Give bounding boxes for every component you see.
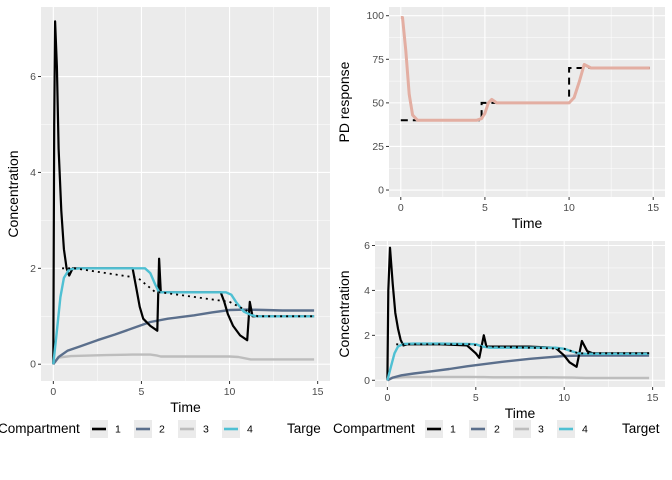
x-tick-label: 15 — [312, 386, 324, 398]
x-axis-title: Time — [170, 399, 201, 415]
y-tick-label: 100 — [366, 10, 384, 22]
legend-title-target: Target — [622, 421, 660, 436]
panel-series — [52, 20, 315, 365]
series-line-compartment-3 — [52, 353, 315, 365]
legend-label: 3 — [538, 424, 544, 436]
y-tick-label: 50 — [372, 97, 384, 109]
y-tick-label: 4 — [30, 167, 36, 179]
legend-label: 4 — [247, 424, 253, 436]
legend-title: Compartment — [333, 421, 415, 436]
panel-top-right: 0 5 10 15 0 25 50 75 100 Time PD response — [336, 7, 665, 231]
y-tick-label: 0 — [364, 375, 370, 387]
y-tick-label: 6 — [30, 71, 36, 83]
series-line-compartment-1 — [52, 20, 315, 365]
panel-left: 0 5 10 15 0 2 4 6 Time Concentration — [5, 7, 330, 415]
series-line-compartment-1 — [386, 246, 650, 381]
legend-label: 3 — [203, 424, 209, 436]
y-tick-label: 2 — [30, 263, 36, 275]
x-tick-label: 10 — [558, 392, 570, 404]
x-tick-label: 5 — [473, 392, 479, 404]
panel-series — [386, 246, 650, 382]
legend-label: 2 — [159, 424, 165, 436]
y-tick-label: 6 — [364, 240, 370, 252]
y-tick-label: 0 — [378, 185, 384, 197]
panel-bottom-right: 0 5 10 15 0 2 4 6 Time Concentration — [336, 240, 665, 421]
y-tick-label: 2 — [364, 330, 370, 342]
y-axis-title: Concentration — [5, 150, 21, 237]
series-line-compartment-2 — [52, 308, 315, 365]
series-line-compartment-3 — [386, 375, 650, 382]
y-axis-title: PD response — [336, 61, 352, 142]
legend-label: 4 — [582, 424, 588, 436]
y-tick-label: 0 — [30, 359, 36, 371]
y-tick-label: 25 — [372, 141, 384, 153]
target-line — [396, 343, 650, 355]
target-line — [400, 67, 650, 122]
legend-title-target: Targe — [287, 421, 321, 436]
series-line-pd-response — [400, 16, 650, 122]
x-tick-label: 0 — [398, 202, 404, 214]
panel-series — [400, 16, 650, 122]
legend-title: Compartment — [0, 421, 80, 436]
x-tick-label: 10 — [563, 202, 575, 214]
legend-2: Compartment 1 2 3 4 Target — [333, 420, 660, 438]
x-tick-label: 15 — [647, 202, 659, 214]
x-tick-label: 15 — [647, 392, 659, 404]
legend-label: 1 — [115, 424, 121, 436]
series-line-compartment-4 — [52, 267, 315, 365]
y-tick-label: 75 — [372, 54, 384, 66]
x-tick-label: 0 — [50, 386, 56, 398]
legend-1: Compartment 1 2 3 4 Targe — [0, 420, 321, 438]
y-tick-label: 4 — [364, 285, 370, 297]
y-axis-title: Concentration — [336, 270, 352, 357]
x-tick-label: 0 — [384, 392, 390, 404]
x-axis-title: Time — [505, 405, 536, 421]
series-line-compartment-2 — [386, 354, 650, 382]
x-tick-label: 10 — [224, 386, 236, 398]
x-axis-title: Time — [512, 215, 543, 231]
legend-label: 2 — [494, 424, 500, 436]
x-tick-label: 5 — [482, 202, 488, 214]
x-tick-label: 5 — [139, 386, 145, 398]
legend-label: 1 — [450, 424, 456, 436]
